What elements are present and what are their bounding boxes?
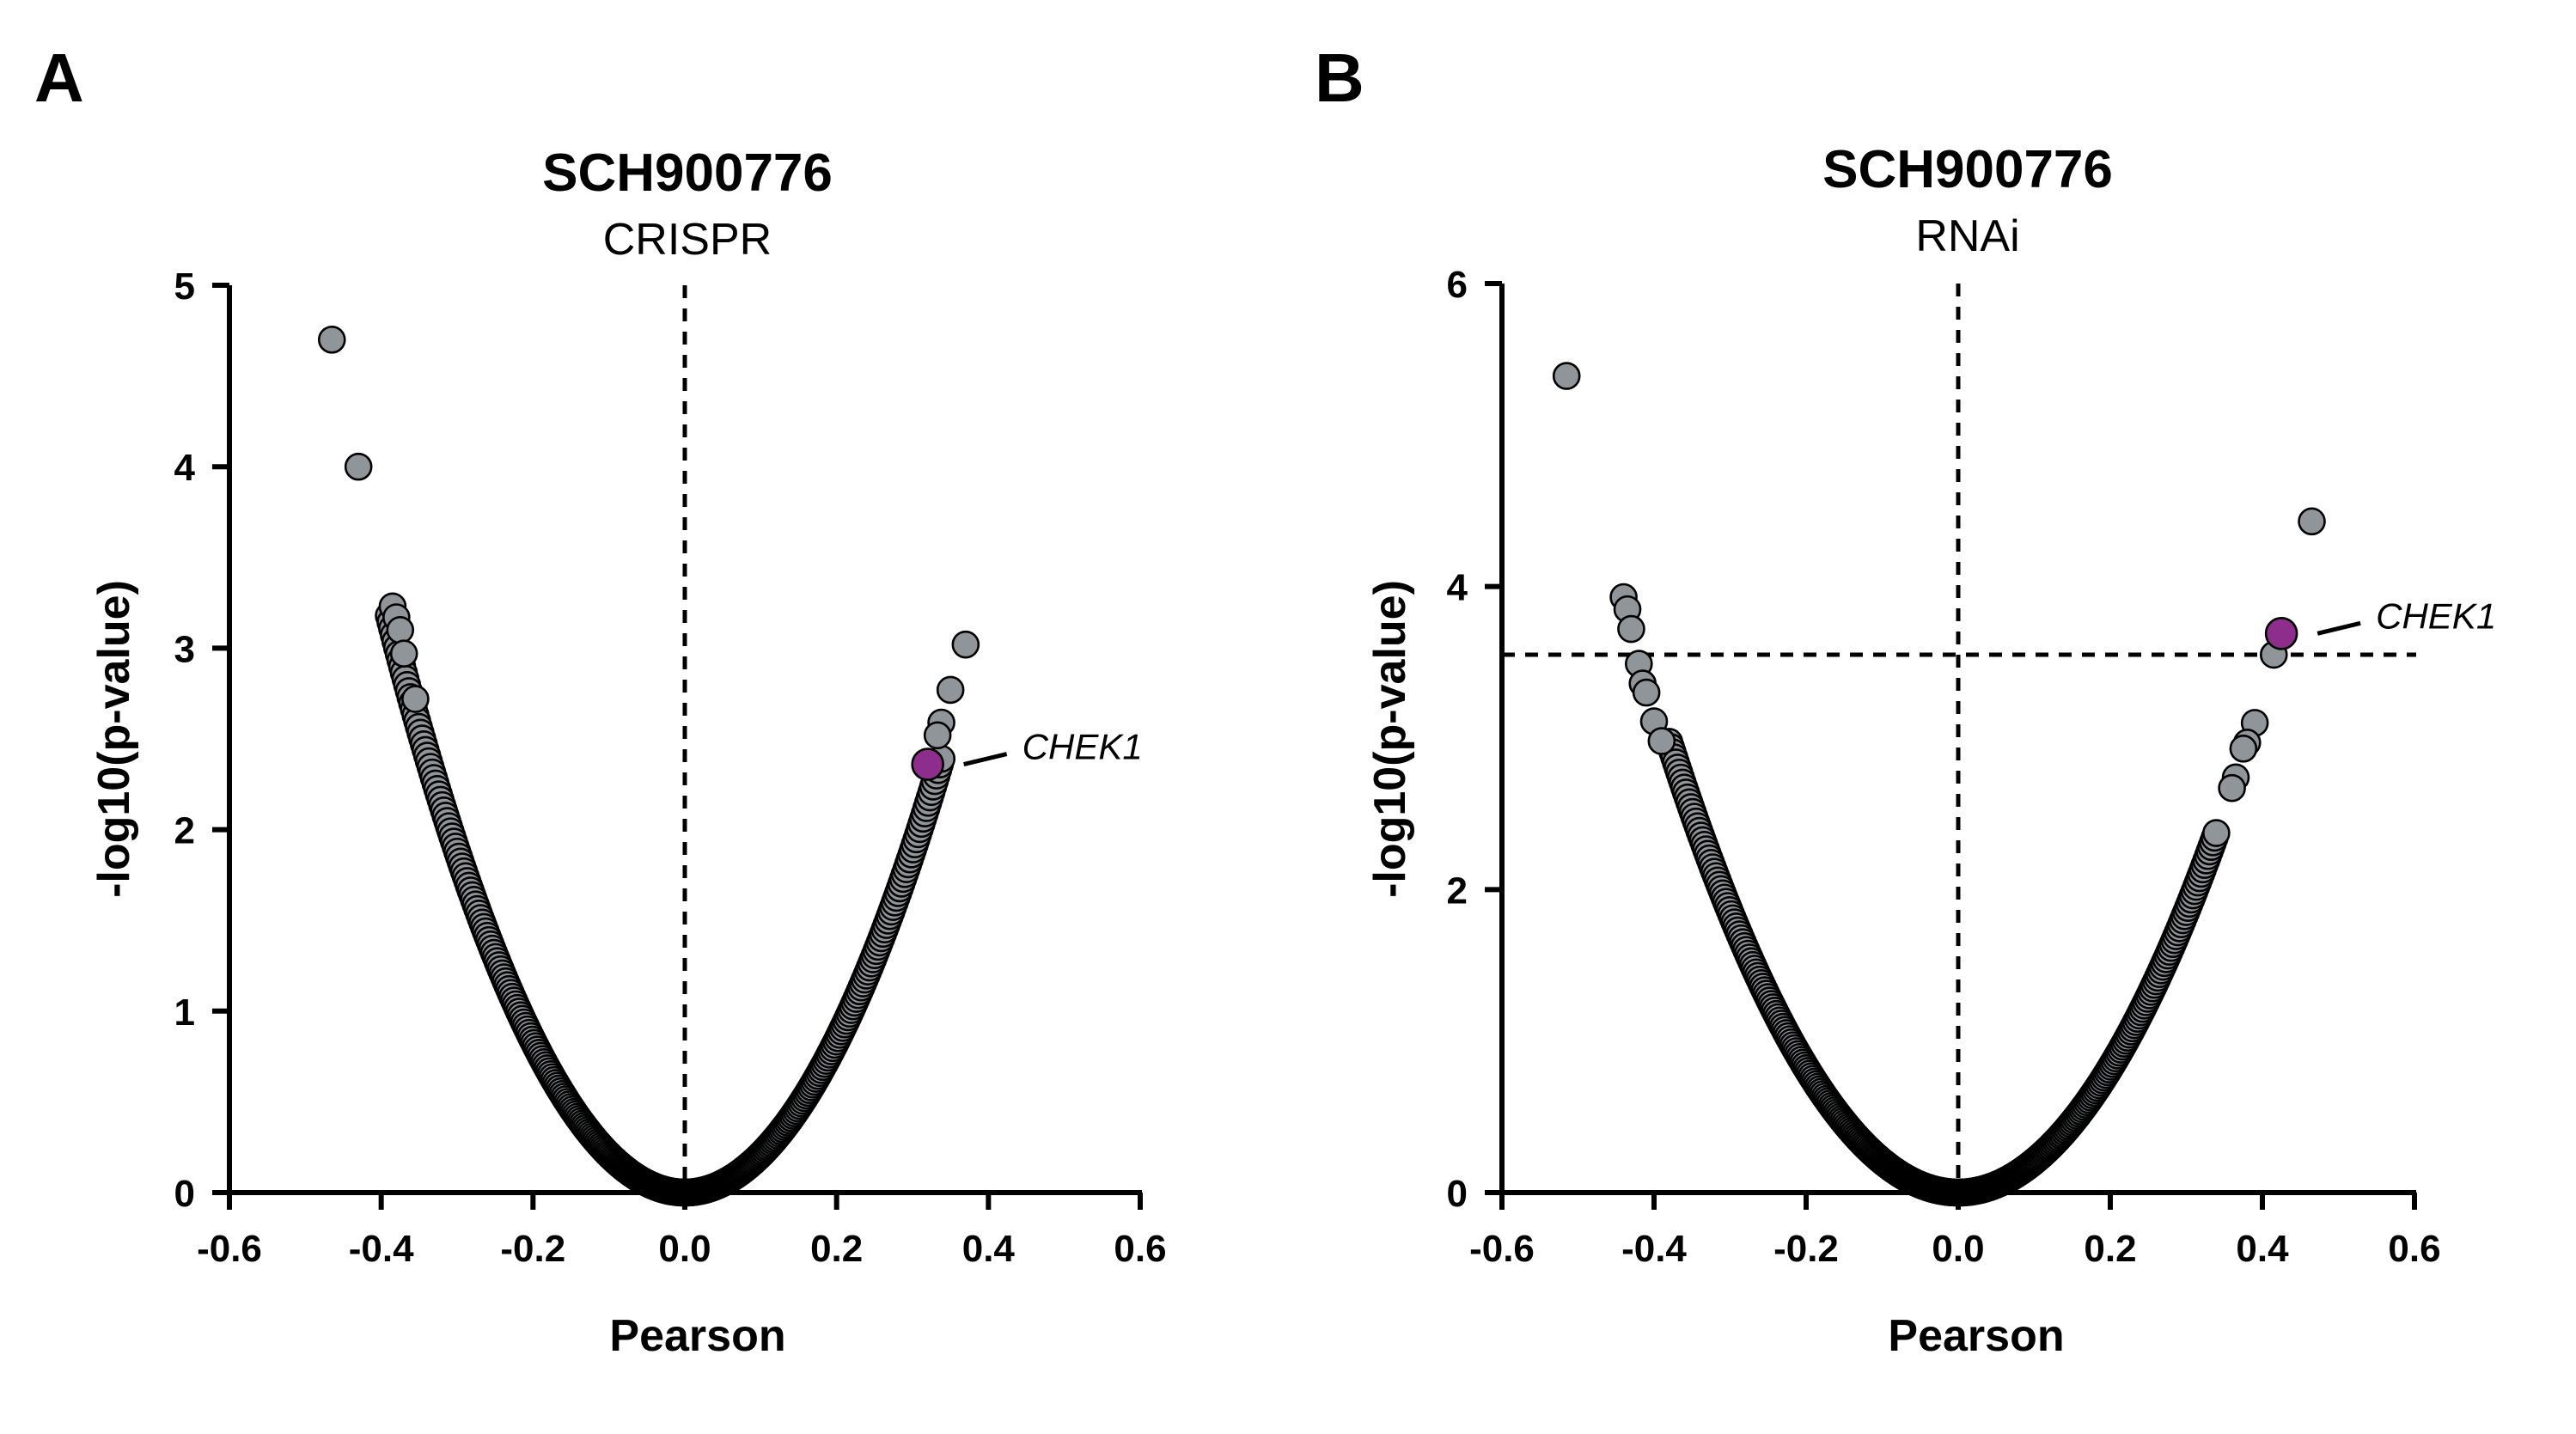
data-point-b bbox=[2298, 507, 2326, 536]
data-point-b bbox=[1632, 678, 1661, 707]
data-point-b bbox=[2218, 773, 2246, 802]
x-tick-label-b: 0.0 bbox=[1932, 1228, 1984, 1270]
y-axis-title-a: -log10(p-value) bbox=[89, 580, 139, 898]
y-tick-label-a: 2 bbox=[174, 810, 195, 852]
x-tick-label-b: 0.2 bbox=[2084, 1228, 2136, 1270]
y-tick-label-b: 0 bbox=[1447, 1173, 1468, 1215]
panel-a: A SCH900776 CRISPR Pearson -log10(p-valu… bbox=[34, 40, 1167, 1361]
chart-subtitle-a: CRISPR bbox=[603, 215, 772, 265]
data-point-a bbox=[923, 721, 952, 750]
annotation-leader-line-b bbox=[2317, 620, 2361, 636]
panel-label-b: B bbox=[1315, 40, 1364, 116]
data-point-a bbox=[317, 326, 346, 354]
y-tick-label-a: 1 bbox=[174, 992, 195, 1034]
y-axis-title-b: -log10(p-value) bbox=[1365, 580, 1415, 898]
x-tick-label-b: -0.6 bbox=[1469, 1228, 1535, 1270]
x-tick-label-a: -0.6 bbox=[197, 1228, 262, 1270]
data-point-a bbox=[951, 630, 980, 659]
plot-area-b: -0.6 -0.4 -0.2 0.0 0.2 0.4 0.6 0 2 4 6 CHEK1 bbox=[1447, 264, 2497, 1270]
panel-b: B SCH900776 RNAi Pearson -log10(p-value)… bbox=[1315, 40, 2496, 1361]
annotation-leader-line-a bbox=[963, 752, 1008, 766]
y-tick-label-a: 3 bbox=[174, 628, 195, 670]
data-point-b bbox=[2202, 819, 2231, 847]
x-tick-label-b: 0.6 bbox=[2388, 1228, 2440, 1270]
y-tick-label-a: 4 bbox=[174, 447, 196, 489]
x-tick-label-a: 0.2 bbox=[810, 1228, 863, 1270]
data-point-b bbox=[2229, 735, 2258, 763]
highlight-point-a bbox=[911, 748, 944, 781]
y-tick-label-b: 4 bbox=[1447, 567, 1468, 609]
data-point-a bbox=[401, 685, 430, 713]
y-tick-label-b: 6 bbox=[1447, 264, 1468, 306]
x-axis-title-b: Pearson bbox=[1888, 1311, 2064, 1361]
x-tick-label-a: -0.4 bbox=[349, 1228, 414, 1270]
highlight-point-b bbox=[2264, 617, 2298, 650]
x-tick-label-a: 0.0 bbox=[658, 1228, 711, 1270]
x-tick-label-b: -0.2 bbox=[1773, 1228, 1839, 1270]
x-tick-label-a: -0.2 bbox=[500, 1228, 565, 1270]
y-tick-label-b: 2 bbox=[1447, 870, 1468, 912]
chart-subtitle-b: RNAi bbox=[1915, 211, 2019, 261]
x-tick-label-a: 0.6 bbox=[1114, 1228, 1166, 1270]
data-point-a bbox=[344, 452, 373, 481]
annotation-label-b: CHEK1 bbox=[2376, 595, 2496, 636]
annotation-label-a: CHEK1 bbox=[1022, 727, 1143, 767]
data-point-b bbox=[1647, 727, 1676, 755]
x-tick-label-b: -0.4 bbox=[1621, 1228, 1687, 1270]
plot-area-a: -0.6 -0.4 -0.2 0.0 0.2 0.4 0.6 0 1 2 3 4 5 CHEK1 bbox=[174, 265, 1167, 1270]
y-tick-label-a: 5 bbox=[174, 265, 195, 308]
data-point-a bbox=[389, 639, 418, 668]
data-point-a bbox=[936, 675, 965, 705]
data-point-b bbox=[1617, 614, 1645, 644]
chart-title-a: SCH900776 bbox=[542, 143, 833, 203]
panel-label-a: A bbox=[34, 40, 84, 116]
data-point-b bbox=[1552, 362, 1581, 390]
chart-title-b: SCH900776 bbox=[1822, 140, 2113, 199]
x-tick-label-a: 0.4 bbox=[962, 1228, 1016, 1270]
x-tick-label-b: 0.4 bbox=[2236, 1228, 2289, 1270]
x-axis-title-a: Pearson bbox=[609, 1311, 785, 1361]
y-tick-label-a: 0 bbox=[174, 1173, 195, 1215]
data-point-a bbox=[386, 615, 415, 644]
